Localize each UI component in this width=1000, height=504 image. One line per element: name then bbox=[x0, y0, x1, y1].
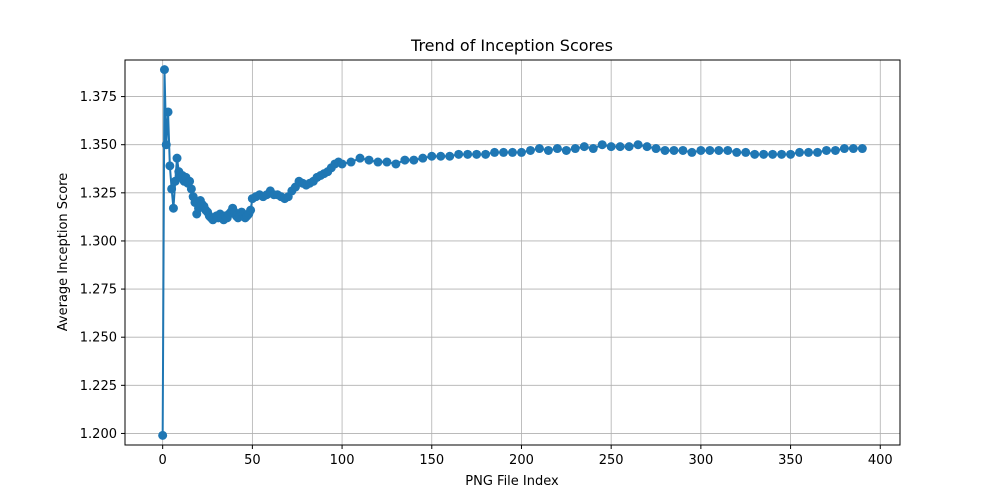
data-point bbox=[364, 155, 374, 165]
data-point bbox=[705, 145, 715, 155]
data-point bbox=[723, 145, 733, 155]
data-point bbox=[516, 147, 526, 157]
data-point bbox=[588, 144, 598, 154]
y-tick-label: 1.300 bbox=[80, 234, 117, 249]
data-point bbox=[337, 159, 347, 169]
data-point bbox=[168, 203, 178, 213]
y-tick-label: 1.225 bbox=[80, 379, 117, 394]
data-point bbox=[163, 107, 173, 117]
x-tick-label: 200 bbox=[509, 453, 534, 468]
data-point bbox=[481, 149, 491, 159]
data-point bbox=[552, 144, 562, 154]
y-tick-label: 1.200 bbox=[80, 427, 117, 442]
data-point bbox=[165, 161, 175, 171]
data-point bbox=[669, 145, 679, 155]
data-point bbox=[161, 140, 171, 150]
data-point bbox=[714, 145, 724, 155]
data-point bbox=[821, 145, 831, 155]
data-point bbox=[543, 145, 553, 155]
data-point bbox=[172, 153, 182, 163]
data-point bbox=[186, 184, 196, 194]
x-tick-label: 300 bbox=[688, 453, 713, 468]
data-point bbox=[508, 147, 517, 157]
data-point bbox=[499, 147, 509, 157]
data-point bbox=[534, 144, 544, 154]
data-point bbox=[346, 157, 356, 167]
data-point bbox=[490, 147, 500, 157]
y-tick-label: 1.275 bbox=[80, 283, 117, 298]
data-point bbox=[391, 159, 401, 169]
data-point bbox=[158, 430, 168, 440]
data-point bbox=[732, 147, 742, 157]
y-tick-label: 1.325 bbox=[80, 186, 117, 201]
data-point bbox=[159, 65, 169, 75]
data-point bbox=[436, 151, 446, 161]
data-point bbox=[830, 145, 840, 155]
data-point bbox=[759, 149, 769, 159]
x-tick-label: 250 bbox=[599, 453, 624, 468]
plot-frame bbox=[124, 59, 901, 446]
data-point bbox=[678, 145, 688, 155]
data-point bbox=[624, 142, 634, 152]
data-point bbox=[382, 157, 392, 167]
data-point bbox=[400, 155, 410, 165]
data-point bbox=[642, 142, 652, 152]
data-point bbox=[651, 144, 661, 154]
data-point bbox=[373, 157, 383, 167]
data-point bbox=[454, 149, 464, 159]
data-point bbox=[795, 147, 805, 157]
y-axis: 1.200 1.225 1.250 1.275 1.300 1.325 1.350 1.375 bbox=[80, 90, 125, 442]
data-point bbox=[418, 153, 428, 163]
data-point bbox=[427, 151, 437, 161]
data-point bbox=[579, 142, 589, 152]
data-point bbox=[185, 176, 195, 186]
data-point bbox=[167, 184, 177, 194]
data-point bbox=[472, 149, 482, 159]
x-tick-label: 100 bbox=[330, 453, 355, 468]
y-tick-label: 1.250 bbox=[80, 331, 117, 346]
data-point bbox=[848, 144, 858, 154]
y-axis-title: Average Inception Score bbox=[56, 173, 71, 331]
data-point bbox=[463, 149, 473, 159]
data-point bbox=[786, 149, 796, 159]
x-tick-label: 0 bbox=[159, 453, 167, 468]
data-point bbox=[857, 144, 867, 154]
grid bbox=[125, 60, 900, 445]
data-point bbox=[660, 145, 670, 155]
data-point bbox=[561, 145, 571, 155]
series-layer bbox=[158, 65, 867, 440]
x-axis-title: PNG File Index bbox=[465, 474, 559, 489]
chart-title: Trend of Inception Scores bbox=[410, 36, 613, 55]
data-point bbox=[687, 147, 697, 157]
data-point bbox=[812, 147, 822, 157]
x-tick-label: 350 bbox=[778, 453, 803, 468]
data-point bbox=[696, 145, 706, 155]
data-point bbox=[615, 142, 625, 152]
data-point bbox=[570, 144, 580, 154]
data-point bbox=[741, 147, 751, 157]
data-point bbox=[445, 151, 455, 161]
data-point bbox=[606, 142, 616, 152]
data-point bbox=[768, 149, 778, 159]
data-point bbox=[597, 140, 607, 150]
x-tick-label: 400 bbox=[868, 453, 893, 468]
data-point bbox=[839, 144, 849, 154]
x-tick-label: 50 bbox=[244, 453, 261, 468]
data-point bbox=[750, 149, 760, 159]
x-axis: 0 50 100 150 200 250 300 350 400 bbox=[159, 445, 893, 468]
x-tick-label: 150 bbox=[419, 453, 444, 468]
data-point bbox=[525, 145, 535, 155]
data-point bbox=[804, 147, 814, 157]
data-point bbox=[355, 153, 365, 163]
data-point bbox=[633, 140, 643, 150]
y-tick-label: 1.350 bbox=[80, 138, 117, 153]
y-tick-label: 1.375 bbox=[80, 90, 117, 105]
data-point bbox=[777, 149, 787, 159]
data-point bbox=[246, 205, 256, 215]
data-point bbox=[409, 155, 419, 165]
